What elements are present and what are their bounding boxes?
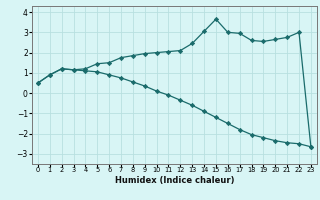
X-axis label: Humidex (Indice chaleur): Humidex (Indice chaleur) <box>115 176 234 185</box>
